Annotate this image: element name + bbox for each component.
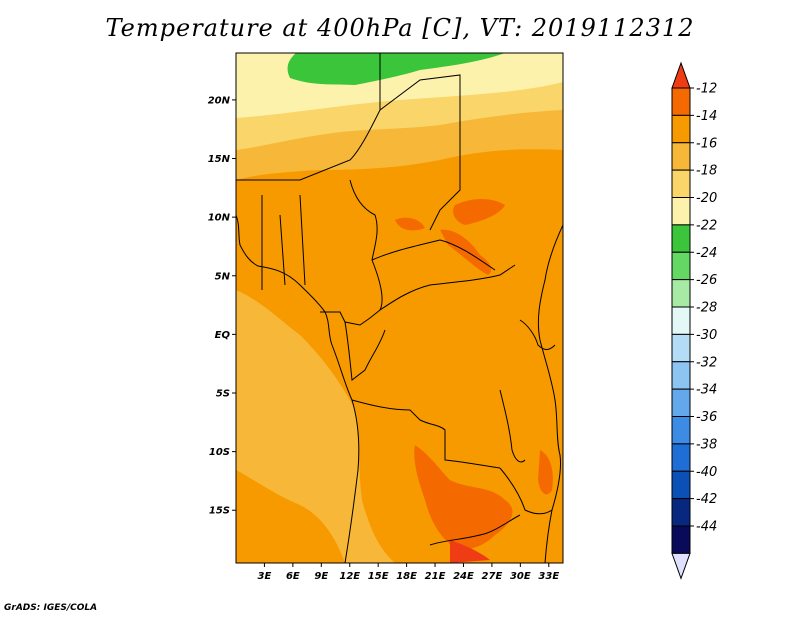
colorbar-box [671, 224, 691, 253]
colorbar-label: -26 [696, 273, 717, 288]
patch-14-southwest [236, 470, 345, 563]
colorbar-label: -42 [696, 492, 717, 507]
longitude-axis: 3E 6E 9E 12E 15E 18E 21E 24E 27E 30E 33E [258, 563, 559, 582]
colorbar-box [671, 361, 691, 390]
border-cameroon-congo-south [320, 264, 516, 326]
lon-label: 21E [425, 571, 446, 582]
colorbar-label: -38 [696, 437, 717, 452]
border-chad-sudan [379, 74, 461, 231]
lon-label: 9E [314, 571, 328, 582]
lat-label: 15N [208, 154, 231, 165]
lon-label: 6E [286, 571, 300, 582]
colorbar-label: -28 [696, 301, 717, 316]
warm-patch-chad [395, 217, 425, 231]
colorbar-label: -16 [696, 136, 717, 151]
colorbar-label: -14 [696, 109, 717, 124]
colorbar-box [671, 388, 691, 417]
hot-patch-south [450, 540, 490, 563]
colorbar-label: -44 [696, 520, 717, 535]
colorbar-label: -22 [696, 218, 717, 233]
colorbar-label: -34 [696, 383, 717, 398]
colorbar-label: -12 [696, 82, 717, 97]
border-nigeria-cameroon-chad [349, 179, 383, 311]
band-22-north [287, 53, 505, 85]
colorbar-box [671, 142, 691, 171]
map-frame [235, 52, 564, 564]
colorbar-top-arrow [671, 61, 691, 89]
border-niger-algeria [236, 53, 381, 181]
warm-patch-sudan [453, 198, 505, 225]
lon-label: 18E [396, 571, 417, 582]
lat-label: 20N [208, 95, 231, 106]
colorbar-label: -40 [696, 465, 717, 480]
borders-coastlines [236, 53, 563, 563]
colorbar-label: -18 [696, 164, 717, 179]
warm-patch-zambia [414, 445, 513, 550]
border-zambezi [429, 514, 521, 546]
lat-label: 10N [208, 213, 231, 224]
lon-label: 24E [453, 571, 474, 582]
lon-label: 12E [339, 571, 360, 582]
colorbar-box [671, 197, 691, 226]
colorbar-box [671, 87, 691, 116]
border-zambia-moz [499, 467, 553, 515]
colorbar-box [671, 306, 691, 335]
colorbar-label: -24 [696, 246, 717, 261]
border-lake-victoria [519, 319, 556, 350]
lat-label: 5S [216, 389, 230, 400]
lon-label: 3E [258, 571, 272, 582]
colorbar: -12 -14 -16 -18 -20 -22 -24 -26 -28 -30 -32 -34 -36 -… [671, 61, 717, 580]
border-west-africa [261, 194, 306, 290]
border-car-north [371, 239, 496, 271]
colorbar-label: -32 [696, 355, 717, 370]
colorbar-box [671, 416, 691, 445]
warm-patch-mozambique [538, 450, 553, 495]
colorbar-box [671, 114, 691, 144]
grads-credit: GrADS: IGES/COLA [4, 603, 98, 613]
warm-patch-car [440, 229, 492, 275]
lon-label: 30E [510, 571, 531, 582]
atlantic-coastline [236, 214, 360, 563]
colorbar-box [671, 498, 691, 527]
lat-label: 15S [209, 506, 230, 517]
lat-label: 10S [209, 447, 230, 458]
colorbar-label: -30 [696, 328, 717, 343]
lon-label: 33E [538, 571, 559, 582]
latitude-axis: 20N 15N 10N 5N EQ 5S 10S 15S [208, 95, 236, 517]
chart-title: Temperature at 400hPa [C], VT: 201911231… [105, 14, 695, 42]
lat-label: EQ [215, 330, 231, 341]
colorbar-box [671, 525, 691, 554]
colorbar-box [671, 333, 691, 363]
lon-label: 27E [482, 571, 503, 582]
border-lake-tanganyika [499, 389, 526, 463]
lat-label: 5N [215, 271, 231, 282]
colorbar-label: -36 [696, 410, 717, 425]
colorbar-box [671, 470, 691, 500]
colorbar-box [671, 169, 691, 198]
colorbar-bottom-arrow [671, 552, 691, 580]
colorbar-box [671, 279, 691, 308]
border-drc-angola [351, 399, 501, 469]
colorbar-label: -20 [696, 191, 717, 206]
lon-label: 15E [368, 571, 389, 582]
colorbar-box [671, 443, 691, 472]
colorbar-box [671, 251, 691, 281]
border-gabon-congo [344, 321, 386, 381]
